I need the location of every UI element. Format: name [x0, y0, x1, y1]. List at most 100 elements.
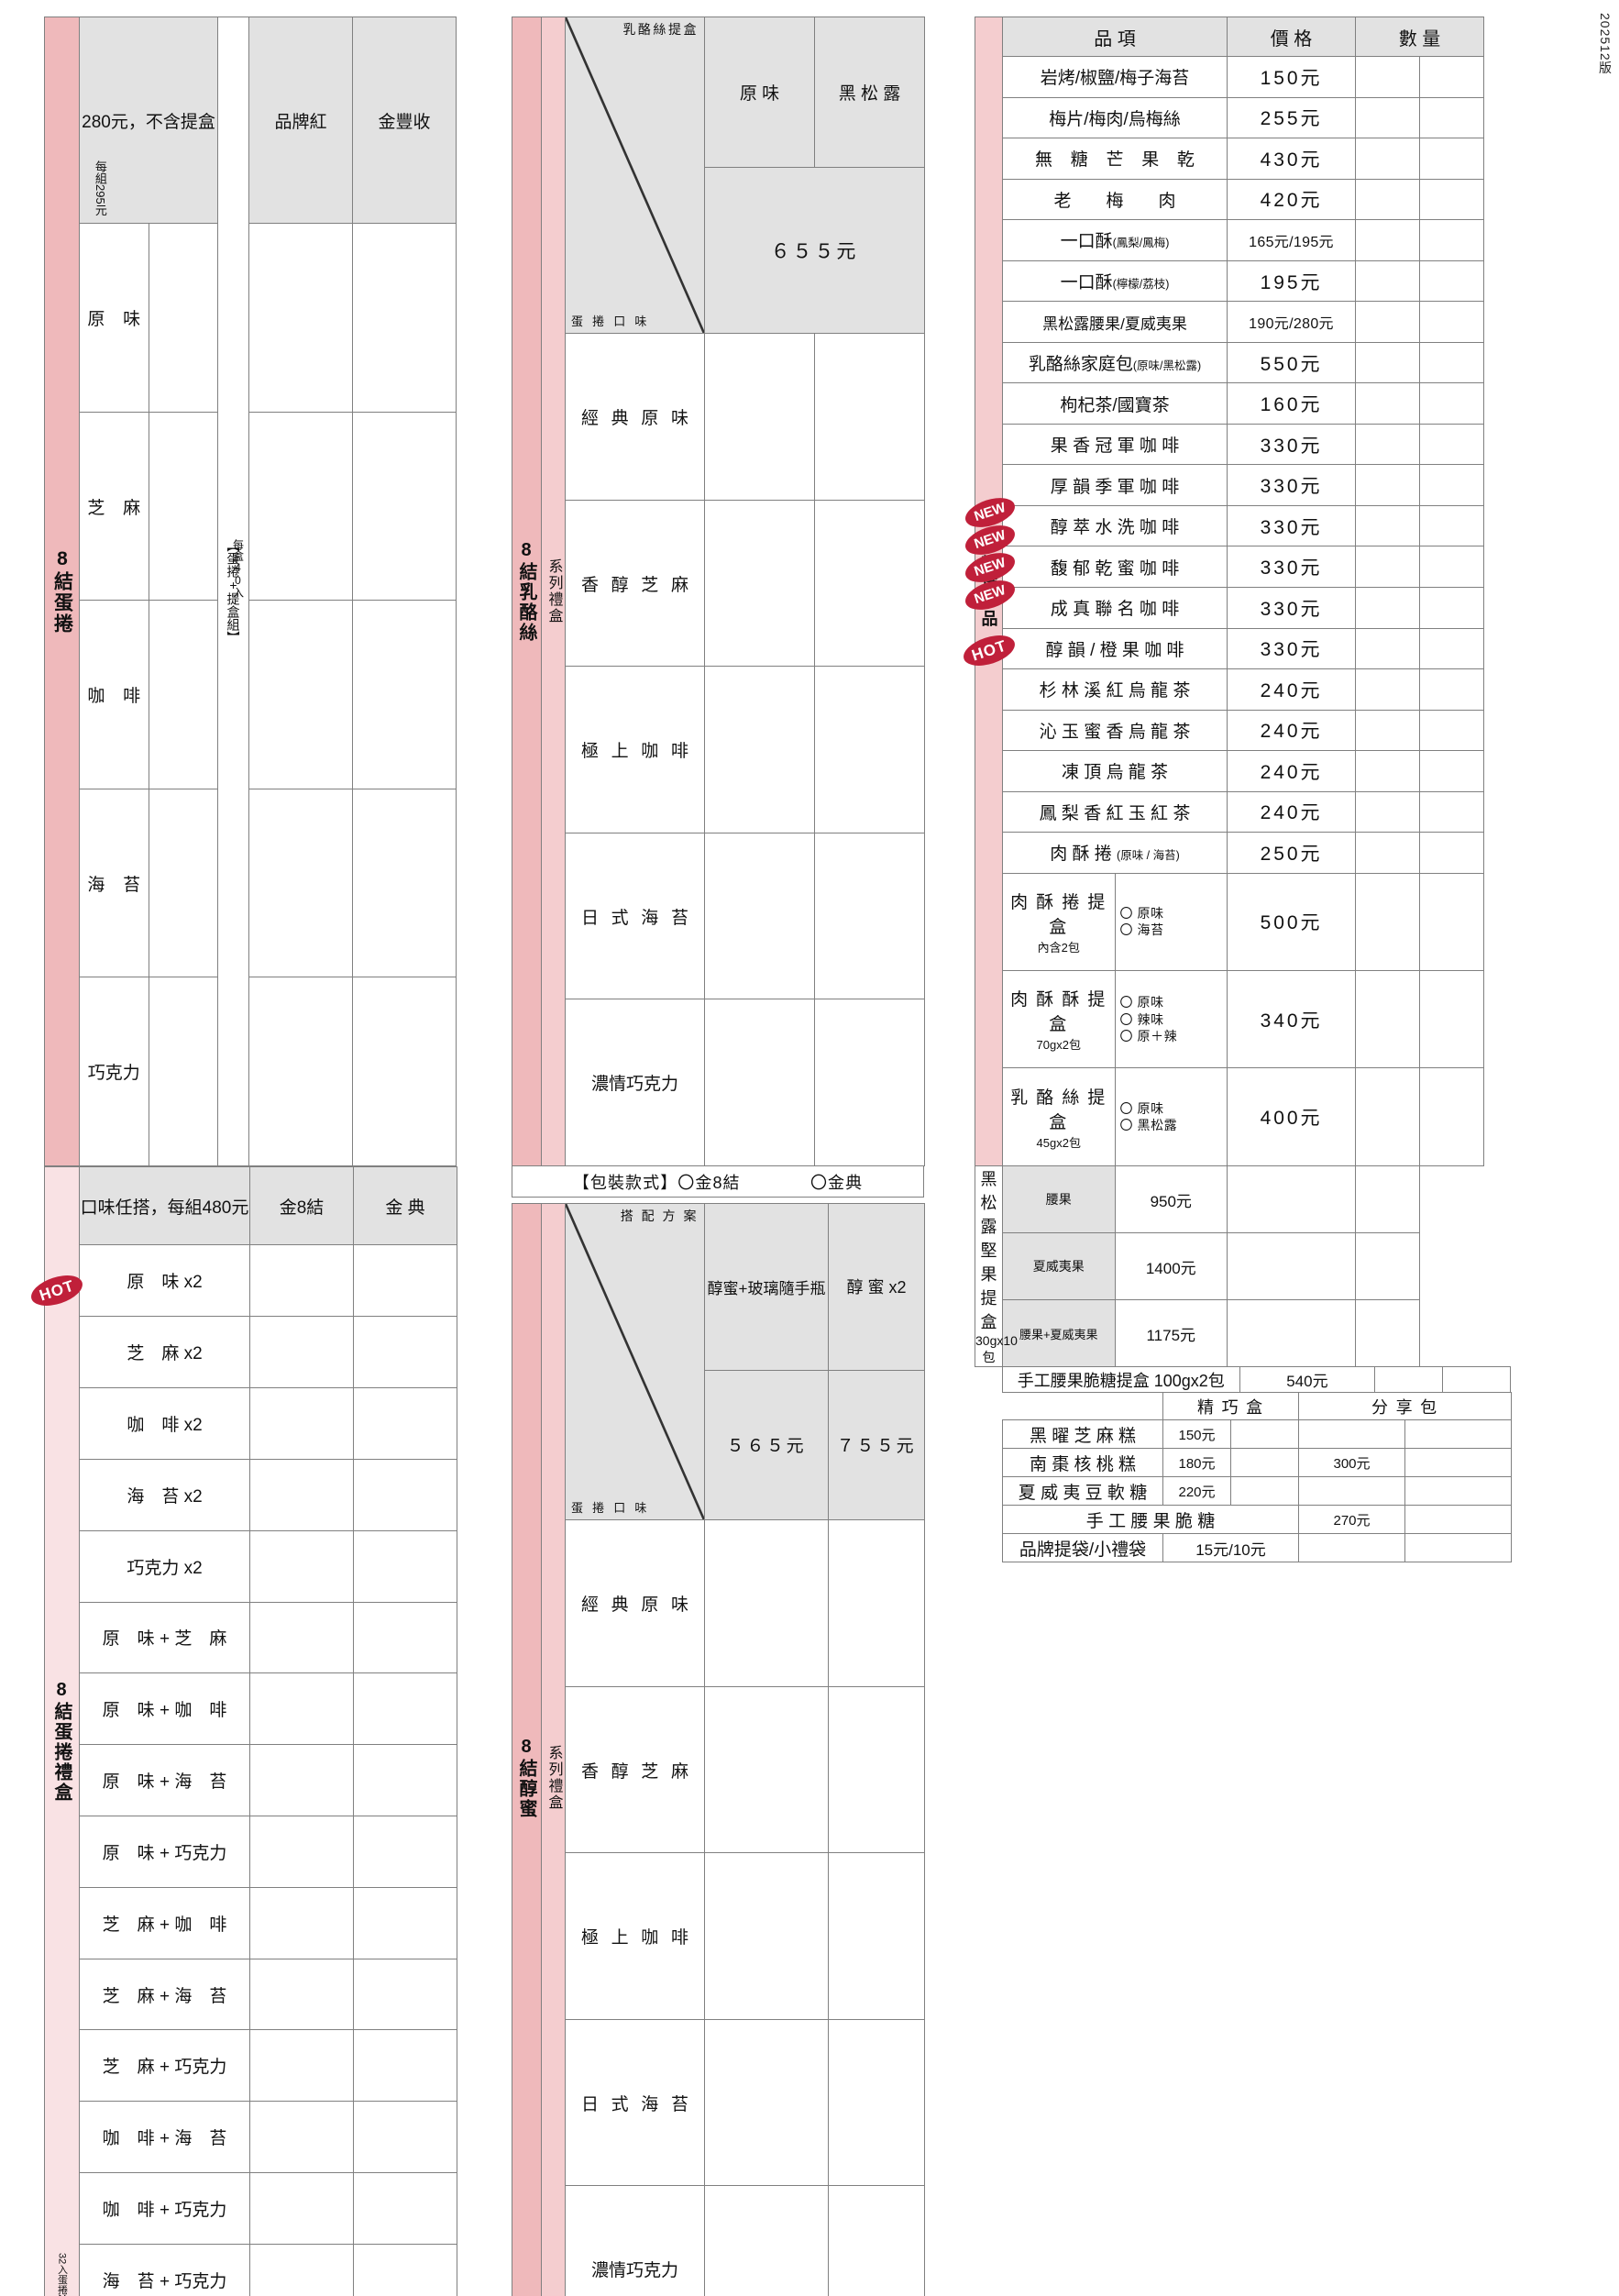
- qty-cell[interactable]: [250, 1745, 354, 1816]
- qty-cell[interactable]: [815, 500, 925, 667]
- qty-cell[interactable]: [249, 789, 353, 977]
- qty-cell[interactable]: [249, 601, 353, 789]
- qty-cell[interactable]: [1356, 1300, 1420, 1367]
- qty-cell[interactable]: [705, 2186, 829, 2296]
- qty-cell[interactable]: [705, 1686, 829, 1853]
- qty-cell[interactable]: [1356, 751, 1420, 792]
- qty-cell[interactable]: [1299, 1534, 1405, 1562]
- qty-cell[interactable]: [249, 412, 353, 601]
- qty-cell[interactable]: [354, 1245, 457, 1317]
- qty-cell[interactable]: [1420, 971, 1484, 1068]
- qty-cell[interactable]: [354, 1388, 457, 1460]
- qty-cell[interactable]: [1405, 1420, 1512, 1449]
- qty-cell[interactable]: [1356, 97, 1420, 138]
- qty-cell[interactable]: [354, 1530, 457, 1602]
- qty-cell[interactable]: [1420, 424, 1484, 465]
- qty-cell[interactable]: [1356, 1068, 1420, 1166]
- qty-cell[interactable]: [1375, 1367, 1443, 1393]
- qty-cell[interactable]: [354, 1673, 457, 1745]
- qty-cell[interactable]: [1356, 546, 1420, 588]
- qty-cell[interactable]: [1405, 1477, 1512, 1506]
- qty-cell[interactable]: [1356, 383, 1420, 425]
- qty-cell[interactable]: [250, 1530, 354, 1602]
- qty-cell[interactable]: [353, 601, 457, 789]
- qty-cell[interactable]: [1420, 383, 1484, 425]
- qty-cell[interactable]: [1356, 302, 1420, 343]
- qty-cell[interactable]: [1420, 97, 1484, 138]
- qty-cell[interactable]: [149, 224, 218, 413]
- qty-cell[interactable]: [1231, 1420, 1299, 1449]
- cheese-package-note[interactable]: 【包裝款式】〇金8結 〇金典: [512, 1166, 924, 1198]
- qty-cell[interactable]: [354, 1602, 457, 1673]
- qty-cell[interactable]: [1405, 1506, 1512, 1534]
- qty-cell[interactable]: [1356, 424, 1420, 465]
- qty-cell[interactable]: [815, 833, 925, 999]
- qty-cell[interactable]: [1228, 1300, 1356, 1367]
- qty-cell[interactable]: [1356, 505, 1420, 546]
- qty-cell[interactable]: [250, 1673, 354, 1745]
- qty-cell[interactable]: [1420, 710, 1484, 751]
- qty-cell[interactable]: [353, 224, 457, 413]
- qty-cell[interactable]: [249, 977, 353, 1166]
- option-line[interactable]: 〇 海苔: [1120, 922, 1223, 938]
- qty-cell[interactable]: [705, 1853, 829, 2020]
- qty-cell[interactable]: [1420, 138, 1484, 180]
- qty-cell[interactable]: [705, 500, 815, 667]
- qty-cell[interactable]: [705, 833, 815, 999]
- qty-cell[interactable]: [1356, 669, 1420, 711]
- qty-cell[interactable]: [1405, 1449, 1512, 1477]
- qty-cell[interactable]: [1356, 342, 1420, 383]
- qty-cell[interactable]: [1420, 465, 1484, 506]
- qty-cell[interactable]: [829, 1686, 925, 1853]
- qty-cell[interactable]: [354, 2173, 457, 2245]
- qty-cell[interactable]: [1356, 873, 1420, 970]
- qty-cell[interactable]: [250, 1317, 354, 1388]
- option-line[interactable]: 〇 原味: [1120, 994, 1223, 1010]
- qty-cell[interactable]: [354, 2244, 457, 2296]
- qty-cell[interactable]: [1231, 1449, 1299, 1477]
- qty-cell[interactable]: [1356, 971, 1420, 1068]
- qty-cell[interactable]: [815, 999, 925, 1166]
- qty-cell[interactable]: [1356, 138, 1420, 180]
- qty-cell[interactable]: [1420, 260, 1484, 302]
- qty-cell[interactable]: [250, 2244, 354, 2296]
- option-line[interactable]: 〇 原味: [1120, 1100, 1223, 1117]
- qty-cell[interactable]: [1356, 57, 1420, 98]
- qty-cell[interactable]: [1356, 260, 1420, 302]
- qty-cell[interactable]: [250, 2102, 354, 2173]
- qty-cell[interactable]: [250, 2173, 354, 2245]
- qty-cell[interactable]: [1356, 1233, 1420, 1300]
- qty-cell[interactable]: [149, 789, 218, 977]
- item-options[interactable]: 〇 原味 〇 海苔: [1115, 873, 1228, 970]
- qty-cell[interactable]: [1420, 302, 1484, 343]
- qty-cell[interactable]: [705, 999, 815, 1166]
- qty-cell[interactable]: [829, 1853, 925, 2020]
- qty-cell[interactable]: [815, 334, 925, 501]
- qty-cell[interactable]: [829, 2186, 925, 2296]
- qty-cell[interactable]: [250, 1602, 354, 1673]
- qty-cell[interactable]: [1420, 342, 1484, 383]
- qty-cell[interactable]: [1420, 179, 1484, 220]
- qty-cell[interactable]: [354, 1459, 457, 1530]
- qty-cell[interactable]: [1228, 1233, 1356, 1300]
- option-line[interactable]: 〇 原＋辣: [1120, 1028, 1223, 1044]
- option-line[interactable]: 〇 原味: [1120, 905, 1223, 922]
- qty-cell[interactable]: [829, 1520, 925, 1687]
- qty-cell[interactable]: [705, 667, 815, 833]
- qty-cell[interactable]: [1356, 710, 1420, 751]
- qty-cell[interactable]: [1356, 628, 1420, 669]
- qty-cell[interactable]: [1420, 669, 1484, 711]
- qty-cell[interactable]: [353, 789, 457, 977]
- qty-cell[interactable]: [354, 2102, 457, 2173]
- qty-cell[interactable]: [250, 1887, 354, 1959]
- item-options[interactable]: 〇 原味 〇 辣味 〇 原＋辣: [1115, 971, 1228, 1068]
- qty-cell[interactable]: [1420, 57, 1484, 98]
- qty-cell[interactable]: [1420, 833, 1484, 874]
- qty-cell[interactable]: [705, 334, 815, 501]
- qty-cell[interactable]: [1405, 1534, 1512, 1562]
- qty-cell[interactable]: [1228, 1166, 1356, 1233]
- qty-cell[interactable]: [1356, 1166, 1420, 1233]
- option-line[interactable]: 〇 黑松露: [1120, 1117, 1223, 1133]
- qty-cell[interactable]: [1420, 546, 1484, 588]
- qty-cell[interactable]: [1420, 628, 1484, 669]
